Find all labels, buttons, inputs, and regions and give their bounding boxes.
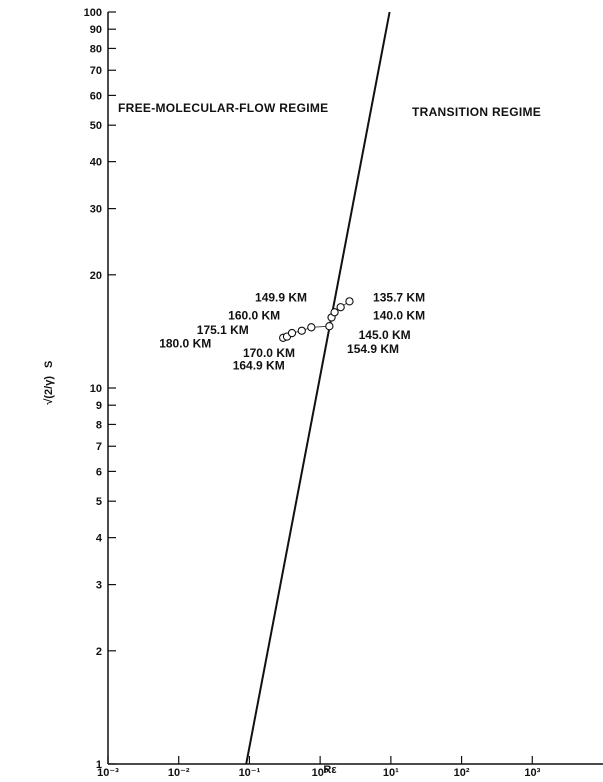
y-tick-label: 4	[96, 533, 103, 545]
y-axis-title: √(2/γ) S	[43, 361, 55, 405]
x-tick-label: 10²	[454, 767, 470, 779]
regime-boundary-line	[245, 11, 391, 765]
axes: 10⁻³ 10⁻² 10⁻¹ 10⁰ 10¹ 10² 10³ 1 2 3 4 5 6 7 8 9 10 20 30 4…	[84, 7, 603, 779]
data-point	[325, 322, 334, 331]
x-axis-title: Rε	[323, 764, 337, 776]
data-point	[345, 297, 354, 306]
y-tick-label: 50	[90, 120, 102, 132]
altitude-label: 149.9 KM	[255, 290, 307, 304]
x-tick-label: 10⁰	[312, 767, 329, 779]
y-tick-label: 60	[90, 90, 102, 102]
y-tick-label: 40	[90, 157, 102, 169]
y-tick-label: 9	[96, 400, 102, 412]
y-tick-label: 10	[90, 383, 102, 395]
x-tick-label: 10⁻¹	[239, 767, 261, 779]
y-tick-label: 2	[96, 646, 102, 658]
data-point	[336, 303, 345, 312]
y-tick-label: 90	[90, 24, 102, 36]
y-tick-label: 1	[96, 759, 102, 771]
altitude-label: 164.9 KM	[233, 358, 285, 372]
altitude-label: 180.0 KM	[159, 337, 211, 351]
x-tick-label: 10⁻²	[168, 767, 190, 779]
x-tick-label: 10³	[524, 767, 540, 779]
y-axis-title-prefix: √(2/γ)	[43, 376, 55, 405]
data-point	[297, 326, 306, 335]
y-tick-label: 3	[96, 580, 102, 592]
altitude-label: 175.1 KM	[197, 323, 249, 337]
y-tick-label: 70	[90, 65, 102, 77]
y-tick-label: 5	[96, 496, 102, 508]
y-axis-title-symbol: S	[43, 361, 55, 368]
y-tick-label: 8	[96, 419, 102, 431]
altitude-label: 160.0 KM	[228, 309, 280, 323]
altitude-label: 140.0 KM	[373, 309, 425, 323]
region-label-transition: TRANSITION REGIME	[412, 105, 541, 119]
data-point	[307, 323, 316, 332]
y-tick-label: 7	[96, 441, 102, 453]
y-tick-label: 6	[96, 466, 102, 478]
region-label-free-molecular: FREE-MOLECULAR-FLOW REGIME	[118, 101, 328, 115]
y-tick-label: 80	[90, 43, 102, 55]
altitude-label: 135.7 KM	[373, 290, 425, 304]
altitude-label: 154.9 KM	[347, 342, 399, 356]
y-tick-label: 30	[90, 204, 102, 216]
y-tick-label: 20	[90, 270, 102, 282]
chart-marks	[245, 11, 391, 765]
x-tick-label: 10⁻³	[97, 767, 119, 779]
altitude-label: 170.0 KM	[243, 346, 295, 360]
x-tick-label: 10¹	[383, 767, 399, 779]
y-tick-label: 100	[84, 7, 102, 19]
altitude-label: 145.0 KM	[359, 328, 411, 342]
data-point	[330, 308, 339, 317]
data-point	[287, 328, 297, 338]
